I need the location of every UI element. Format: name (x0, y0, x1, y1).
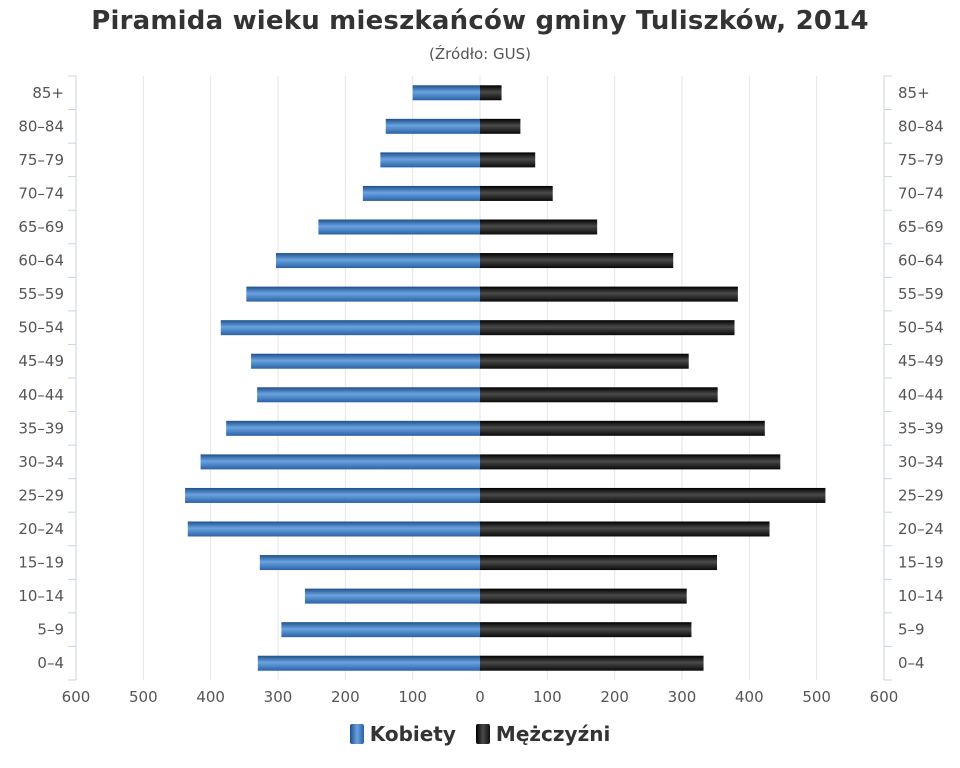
bar-kobiety[interactable] (185, 487, 480, 503)
legend-swatch-kobiety (349, 724, 364, 744)
category-label-left: 65–69 (18, 218, 64, 236)
bar-mezczyzni[interactable] (480, 487, 826, 503)
category-label-left: 0–4 (37, 654, 64, 672)
bar-kobiety[interactable] (246, 286, 480, 302)
bar-kobiety[interactable] (259, 555, 480, 571)
category-label-left: 80–84 (18, 117, 64, 135)
bar-mezczyzni[interactable] (480, 320, 735, 336)
category-label-left: 50–54 (18, 319, 64, 337)
bar-mezczyzni[interactable] (480, 353, 689, 369)
bar-mezczyzni[interactable] (480, 588, 687, 604)
bar-mezczyzni[interactable] (480, 555, 718, 571)
x-tick-label: 600 (870, 688, 899, 706)
legend-item-kobiety[interactable]: Kobiety (349, 722, 456, 746)
bar-mezczyzni[interactable] (480, 152, 536, 168)
legend-label-mezczyzni: Mężczyźni (495, 722, 611, 746)
bar-kobiety[interactable] (257, 387, 480, 403)
bar-kobiety[interactable] (385, 118, 480, 134)
category-label-right: 50–54 (898, 319, 944, 337)
x-tick-label: 500 (802, 688, 831, 706)
x-tick-label: 300 (668, 688, 697, 706)
bar-kobiety[interactable] (251, 353, 480, 369)
category-label-left: 35–39 (18, 419, 64, 437)
x-tick-label: 500 (129, 688, 158, 706)
legend-label-kobiety: Kobiety (369, 722, 456, 746)
legend-swatch-mezczyzni (475, 724, 490, 744)
category-label-left: 75–79 (18, 151, 64, 169)
category-label-left: 20–24 (18, 520, 64, 538)
bar-kobiety[interactable] (275, 253, 480, 269)
bar-mezczyzni[interactable] (480, 85, 502, 101)
category-label-left: 60–64 (18, 252, 64, 270)
chart-title: Piramida wieku mieszkańców gminy Tuliszk… (91, 6, 869, 36)
bar-kobiety[interactable] (412, 85, 480, 101)
chart-legend: Kobiety Mężczyźni (0, 722, 960, 746)
bar-kobiety[interactable] (187, 521, 481, 537)
bar-kobiety[interactable] (281, 622, 480, 638)
bar-mezczyzni[interactable] (480, 454, 781, 470)
bar-mezczyzni[interactable] (480, 622, 692, 638)
category-label-right: 80–84 (898, 117, 944, 135)
bar-kobiety[interactable] (304, 588, 480, 604)
legend-item-mezczyzni[interactable]: Mężczyźni (475, 722, 611, 746)
x-tick-label: 100 (533, 688, 562, 706)
chart-subtitle: (Źródło: GUS) (429, 45, 531, 63)
bar-mezczyzni[interactable] (480, 253, 674, 269)
category-label-left: 70–74 (18, 184, 64, 202)
category-label-left: 85+ (32, 84, 64, 102)
x-tick-label: 200 (331, 688, 360, 706)
category-label-right: 0–4 (898, 654, 925, 672)
x-tick-label: 200 (600, 688, 629, 706)
category-label-left: 55–59 (18, 285, 64, 303)
bar-mezczyzni[interactable] (480, 185, 553, 201)
bar-kobiety[interactable] (226, 420, 480, 436)
category-label-right: 10–14 (898, 587, 944, 605)
category-label-right: 45–49 (898, 352, 944, 370)
category-label-right: 65–69 (898, 218, 944, 236)
category-label-right: 35–39 (898, 419, 944, 437)
category-label-right: 55–59 (898, 285, 944, 303)
category-label-left: 40–44 (18, 386, 64, 404)
x-tick-label: 400 (196, 688, 225, 706)
x-tick-label: 400 (735, 688, 764, 706)
category-label-right: 70–74 (898, 184, 944, 202)
bar-kobiety[interactable] (200, 454, 481, 470)
bar-kobiety[interactable] (220, 320, 480, 336)
bar-mezczyzni[interactable] (480, 286, 738, 302)
category-label-right: 5–9 (898, 621, 925, 639)
bar-mezczyzni[interactable] (480, 387, 718, 403)
category-label-left: 5–9 (37, 621, 64, 639)
x-tick-label: 300 (264, 688, 293, 706)
bar-mezczyzni[interactable] (480, 219, 598, 235)
bar-mezczyzni[interactable] (480, 655, 704, 671)
bar-kobiety[interactable] (257, 655, 480, 671)
bar-kobiety[interactable] (380, 152, 480, 168)
category-label-left: 15–19 (18, 554, 64, 572)
x-tick-label: 100 (398, 688, 427, 706)
bar-mezczyzni[interactable] (480, 118, 521, 134)
category-label-right: 30–34 (898, 453, 944, 471)
category-label-left: 45–49 (18, 352, 64, 370)
x-tick-label: 600 (62, 688, 91, 706)
x-tick-label: 0 (475, 688, 485, 706)
category-label-right: 60–64 (898, 252, 944, 270)
bar-kobiety[interactable] (362, 185, 480, 201)
category-label-right: 85+ (898, 84, 930, 102)
category-label-right: 40–44 (898, 386, 944, 404)
category-label-left: 30–34 (18, 453, 64, 471)
category-label-right: 20–24 (898, 520, 944, 538)
category-label-left: 10–14 (18, 587, 64, 605)
bar-kobiety[interactable] (318, 219, 480, 235)
category-label-right: 75–79 (898, 151, 944, 169)
bar-mezczyzni[interactable] (480, 521, 770, 537)
bar-mezczyzni[interactable] (480, 420, 765, 436)
category-label-right: 15–19 (898, 554, 944, 572)
category-label-right: 25–29 (898, 486, 944, 504)
category-label-left: 25–29 (18, 486, 64, 504)
